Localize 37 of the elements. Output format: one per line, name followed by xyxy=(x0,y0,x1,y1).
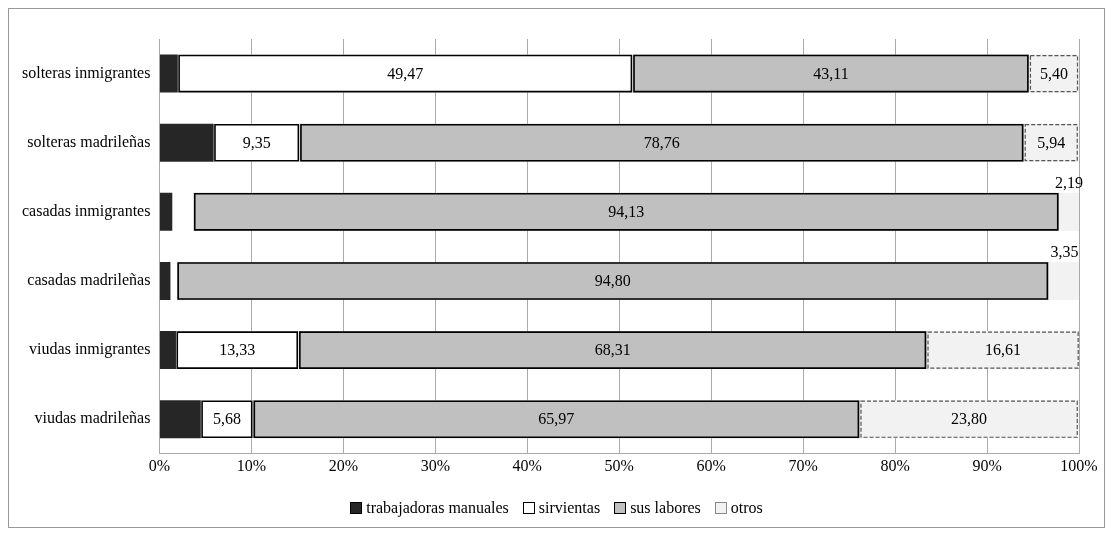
data-label: 2,19 xyxy=(1055,174,1084,192)
data-label: 78,76 xyxy=(643,133,680,151)
x-tick-label: 20% xyxy=(328,456,358,474)
x-tick-label: 80% xyxy=(880,456,910,474)
x-tick-label: 100% xyxy=(1060,456,1098,474)
data-label: 94,80 xyxy=(594,272,631,290)
legend-label: trabajadoras manuales xyxy=(366,499,509,517)
data-label: 65,97 xyxy=(538,410,575,428)
data-label: 13,33 xyxy=(219,341,256,359)
data-label: 94,13 xyxy=(608,203,645,221)
x-tick-label: 70% xyxy=(788,456,818,474)
y-tick-label: solteras madrileñas xyxy=(27,132,151,150)
data-label: 5,40 xyxy=(1039,64,1068,82)
legend-label: sus labores xyxy=(630,499,701,517)
x-tick-label: 30% xyxy=(420,456,450,474)
y-tick-label: solteras inmigrantes xyxy=(21,63,151,82)
x-tick-label: 90% xyxy=(972,456,1002,474)
data-label: 49,47 xyxy=(387,64,424,82)
x-tick-label: 50% xyxy=(604,456,634,474)
legend-label: otros xyxy=(730,499,763,517)
x-tick-label: 0% xyxy=(148,456,171,474)
y-tick-label: casadas madrileñas xyxy=(27,271,151,289)
y-tick-label: viudas madrileñas xyxy=(34,409,151,427)
data-label: 5,94 xyxy=(1037,133,1066,151)
data-label: 43,11 xyxy=(813,64,849,82)
data-label: 23,80 xyxy=(951,410,988,428)
data-label: 16,61 xyxy=(985,341,1022,359)
y-tick-label: casadas inmigrantes xyxy=(22,202,151,221)
x-tick-label: 10% xyxy=(236,456,267,474)
legend-label: sirvientas xyxy=(538,499,601,517)
x-tick-label: 60% xyxy=(696,456,726,474)
data-label: 68,31 xyxy=(594,341,631,359)
data-label: 5,68 xyxy=(212,410,241,428)
data-label: 3,35 xyxy=(1050,243,1079,261)
x-tick-label: 40% xyxy=(512,456,542,474)
data-label: 9,35 xyxy=(242,133,271,151)
y-tick-label: viudas inmigrantes xyxy=(29,340,151,359)
